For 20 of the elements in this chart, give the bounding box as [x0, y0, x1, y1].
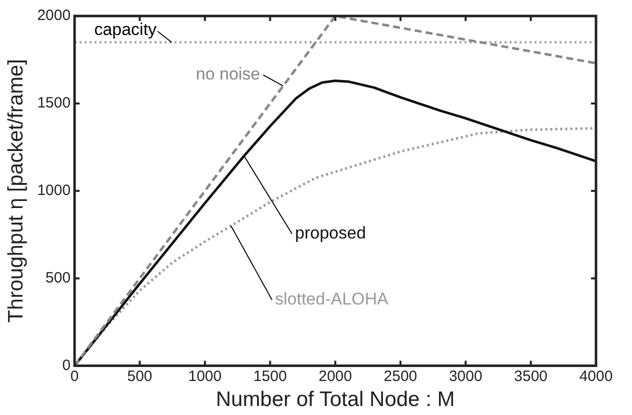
text: proposed: [295, 224, 366, 243]
y-tick-label: 1500: [37, 94, 71, 112]
y-tick-label: 2000: [37, 7, 71, 24]
x-tick-label: 1500: [253, 368, 287, 385]
y-tick-label: 1000: [37, 182, 71, 200]
y-tick-label: 500: [46, 269, 71, 286]
x-tick-label: 1000: [188, 368, 222, 385]
x-tick-label: 500: [127, 368, 152, 385]
x-tick-label: 3500: [514, 368, 548, 385]
x-tick-label: 4000: [579, 368, 613, 385]
y-axis-title: Throughput η [packet/frame]: [4, 58, 28, 323]
x-tick-label: 3000: [448, 368, 482, 385]
text: slotted-ALOHA: [275, 290, 390, 309]
series-label: no noise: [196, 64, 260, 84]
x-axis-title: Number of Total Node : M: [216, 388, 455, 412]
line-series: [74, 16, 596, 366]
x-tick-label: 2500: [384, 368, 418, 385]
y-tick-label: 0: [62, 356, 71, 374]
ref-line-label: capacity: [94, 20, 158, 39]
x-tick-label: 2000: [318, 368, 352, 385]
